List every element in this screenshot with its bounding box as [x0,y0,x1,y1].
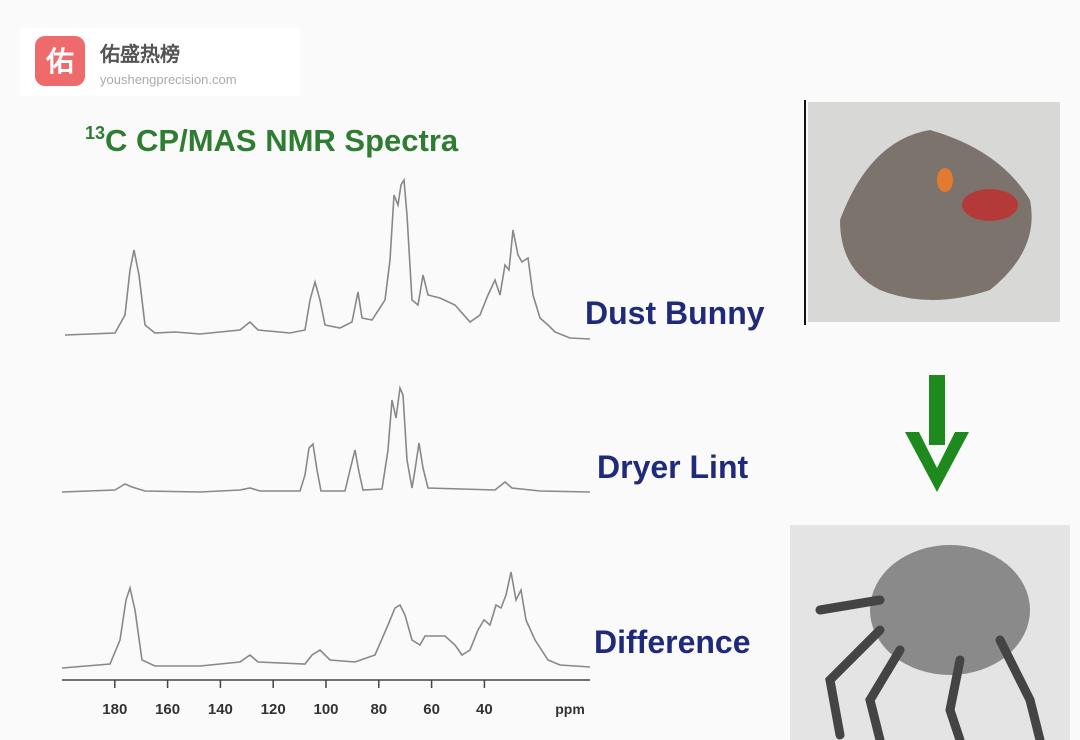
series-label: Difference [594,624,751,660]
spectrum-difference [61,571,591,669]
mite-legs [815,595,1045,740]
x-tick-label: 160 [155,701,180,718]
x-axis-label: ppm [555,701,585,717]
x-tick-label: 100 [313,701,338,718]
spectrum-dust-bunny [64,177,591,340]
x-tick-label: 40 [476,701,493,718]
watermark-url: youshengprecision.com [100,72,237,87]
x-tick-label: 180 [102,701,127,718]
x-tick-label: 80 [370,701,387,718]
series-label: Dryer Lint [597,449,748,485]
series-label: Dust Bunny [585,295,765,331]
x-tick-label: 60 [423,701,440,718]
orange-fiber [937,168,953,192]
mite-body [870,545,1030,675]
red-fiber [962,189,1018,221]
watermark-name: 佑盛热榜 [99,42,180,66]
chart-title: 13C CP/MAS NMR Spectra [85,123,459,158]
dust-bunny-shape [840,130,1032,300]
title-sup: 13 [85,123,105,143]
watermark-icon-bg [35,36,85,86]
arrow-shaft [929,375,945,445]
title-main: C CP/MAS NMR Spectra [105,123,459,158]
x-tick-label: 140 [208,701,233,718]
x-tick-label: 120 [261,701,286,718]
watermark-icon: 佑 [45,46,74,77]
spectrum-dryer-lint [61,385,591,493]
arrow-head [905,432,969,492]
